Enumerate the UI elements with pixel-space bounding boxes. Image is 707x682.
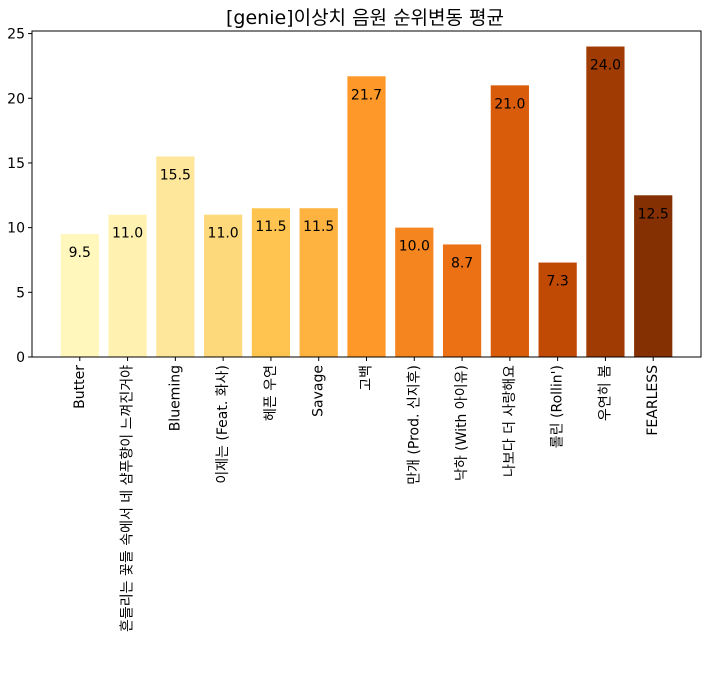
y-tick-label: 25 <box>7 27 25 43</box>
bar-value-label: 10.0 <box>399 239 430 255</box>
bar-value-label: 11.5 <box>255 219 286 235</box>
plot-area: 9.5 11.0 15.5 11.0 11.5 11.5 21.7 10.0 8.7 21.0 7.… <box>7 27 702 632</box>
bar <box>251 208 291 357</box>
chart-title: [genie]이상치 음원 순위변동 평균 <box>226 7 504 29</box>
bar <box>586 46 625 358</box>
y-tick-label: 15 <box>7 156 25 172</box>
x-tick-label: 흔들리는 꽃들 속에서 네 샴푸향이 느껴진거야 <box>120 365 136 632</box>
x-tick-label: 우연히 봄 <box>597 365 613 421</box>
bar <box>538 262 577 357</box>
bar <box>634 195 673 357</box>
x-tick-label: 고백 <box>359 365 375 391</box>
bar-value-label: 21.7 <box>351 87 382 103</box>
bar <box>347 76 386 358</box>
bar <box>442 244 482 357</box>
y-tick-label: 10 <box>7 221 25 237</box>
bar <box>204 214 243 357</box>
x-tick-label: Blueming <box>167 365 183 431</box>
x-tick-label: 만개 (Prod. 신지후) <box>406 365 422 485</box>
y-tick-label: 5 <box>16 285 25 301</box>
bar-value-label: 12.5 <box>638 206 669 222</box>
x-tick-label: 낙하 (With 아이유) <box>454 365 470 481</box>
bar-value-label: 21.0 <box>494 96 525 112</box>
y-tick-label: 20 <box>7 91 25 107</box>
bar <box>60 234 99 357</box>
bar-value-label: 9.5 <box>69 245 91 261</box>
x-tick-label: 나보다 더 사랑해요 <box>502 365 518 477</box>
bar <box>108 214 147 357</box>
bar <box>299 208 338 357</box>
x-tick-label: Savage <box>311 365 327 417</box>
bar-value-label: 11.0 <box>208 226 239 242</box>
bar-value-label: 24.0 <box>590 58 621 74</box>
bar <box>490 85 529 357</box>
x-tick-label: 헤픈 우연 <box>263 365 279 421</box>
x-tick-label: Butter <box>72 365 88 409</box>
bar-value-label: 15.5 <box>160 167 191 183</box>
x-tick-label: 롤린 (Rollin') <box>550 365 566 448</box>
bar-value-label: 8.7 <box>451 255 473 271</box>
x-tick-label: 이제는 (Feat. 화사) <box>215 365 231 484</box>
bar <box>395 227 434 357</box>
y-tick-label: 0 <box>16 350 25 366</box>
bar-value-label: 7.3 <box>547 274 569 290</box>
bar-value-label: 11.0 <box>112 226 143 242</box>
bar <box>156 156 195 357</box>
x-tick-label: FEARLESS <box>645 365 661 436</box>
bar-value-label: 11.5 <box>303 219 334 235</box>
